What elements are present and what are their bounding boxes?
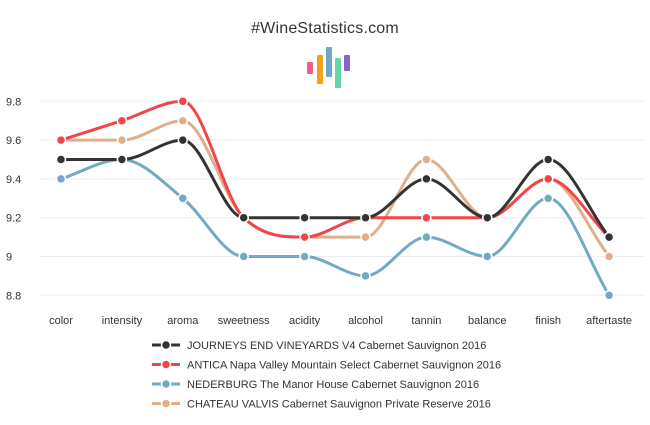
x-tick-label: alcohol	[348, 315, 383, 327]
x-tick-label: aroma	[167, 315, 199, 327]
data-point	[299, 231, 310, 243]
x-tick-label: intensity	[102, 315, 143, 327]
data-point	[238, 251, 249, 262]
data-point	[360, 270, 371, 282]
grid-lines	[40, 100, 645, 296]
logo-bar	[326, 47, 332, 77]
data-point	[360, 212, 371, 223]
data-point	[177, 134, 189, 146]
legend-swatch-dot	[160, 398, 172, 409]
data-point	[360, 231, 371, 243]
legend-swatch-dot	[160, 359, 172, 370]
series-lines	[59, 99, 611, 297]
data-point	[603, 251, 615, 262]
y-tick-label: 9.8	[6, 96, 21, 108]
y-tick-label: 9.4	[6, 174, 21, 186]
legend-item[interactable]: ANTICA Napa Valley Mountain Select Caber…	[152, 359, 501, 372]
data-point	[177, 115, 189, 126]
data-point	[421, 212, 432, 223]
data-point	[603, 231, 615, 243]
data-point	[482, 251, 493, 262]
x-tick-label: tannin	[411, 315, 441, 327]
y-tick-label: 9.2	[6, 213, 21, 225]
legend-label: ANTICA Napa Valley Mountain Select Caber…	[187, 360, 501, 372]
x-tick-label: finish	[535, 315, 561, 327]
legend-item[interactable]: JOURNEYS END VINEYARDS V4 Cabernet Sauvi…	[152, 339, 486, 352]
data-point	[542, 173, 554, 185]
data-point	[603, 290, 615, 301]
data-point	[421, 154, 432, 165]
legend-item[interactable]: NEDERBURG The Manor House Cabernet Sauvi…	[152, 378, 479, 391]
data-point	[177, 96, 189, 107]
legend-label: NEDERBURG The Manor House Cabernet Sauvi…	[187, 379, 479, 391]
logo-bar	[317, 55, 323, 84]
y-axis: 8.8 9 9.2 9.4 9.6 9.8	[6, 96, 21, 302]
logo-bar	[344, 55, 350, 71]
legend-swatch-dot	[160, 339, 172, 351]
data-point	[116, 115, 128, 126]
data-point	[482, 212, 493, 223]
x-tick-label: sweetness	[218, 315, 270, 327]
data-point	[542, 154, 554, 165]
legend-label: CHATEAU VALVIS Cabernet Sauvignon Privat…	[187, 399, 491, 411]
data-point	[55, 154, 67, 165]
series-line	[59, 138, 611, 239]
site-title: #WineStatistics.com	[251, 20, 399, 37]
data-point	[55, 173, 67, 185]
legend-swatch-dot	[160, 378, 172, 390]
data-point	[116, 154, 128, 165]
x-axis: color intensity aroma sweetness acidity alcoh…	[49, 315, 632, 327]
logo-bar	[335, 58, 341, 88]
series-line	[59, 158, 611, 297]
series-line	[59, 99, 611, 239]
data-point	[116, 134, 128, 146]
logo-bar	[307, 62, 313, 74]
x-tick-label: color	[49, 315, 73, 327]
legend-label: JOURNEYS END VINEYARDS V4 Cabernet Sauvi…	[187, 340, 486, 352]
data-point	[55, 134, 67, 146]
x-tick-label: balance	[468, 315, 507, 327]
y-tick-label: 9.6	[6, 135, 21, 147]
wine-statistics-logo	[307, 47, 350, 88]
data-point	[177, 193, 189, 204]
data-point	[299, 212, 310, 223]
y-tick-label: 8.8	[6, 290, 21, 302]
y-tick-label: 9	[6, 252, 12, 264]
data-point	[299, 251, 310, 262]
x-tick-label: aftertaste	[586, 315, 632, 327]
data-point	[421, 231, 432, 243]
series-points	[55, 96, 615, 301]
data-point	[238, 212, 249, 223]
legend-item[interactable]: CHATEAU VALVIS Cabernet Sauvignon Privat…	[152, 398, 491, 411]
legend[interactable]: JOURNEYS END VINEYARDS V4 Cabernet Sauvi…	[152, 339, 501, 411]
x-tick-label: acidity	[289, 315, 321, 327]
data-point	[421, 173, 432, 185]
data-point	[542, 193, 554, 204]
